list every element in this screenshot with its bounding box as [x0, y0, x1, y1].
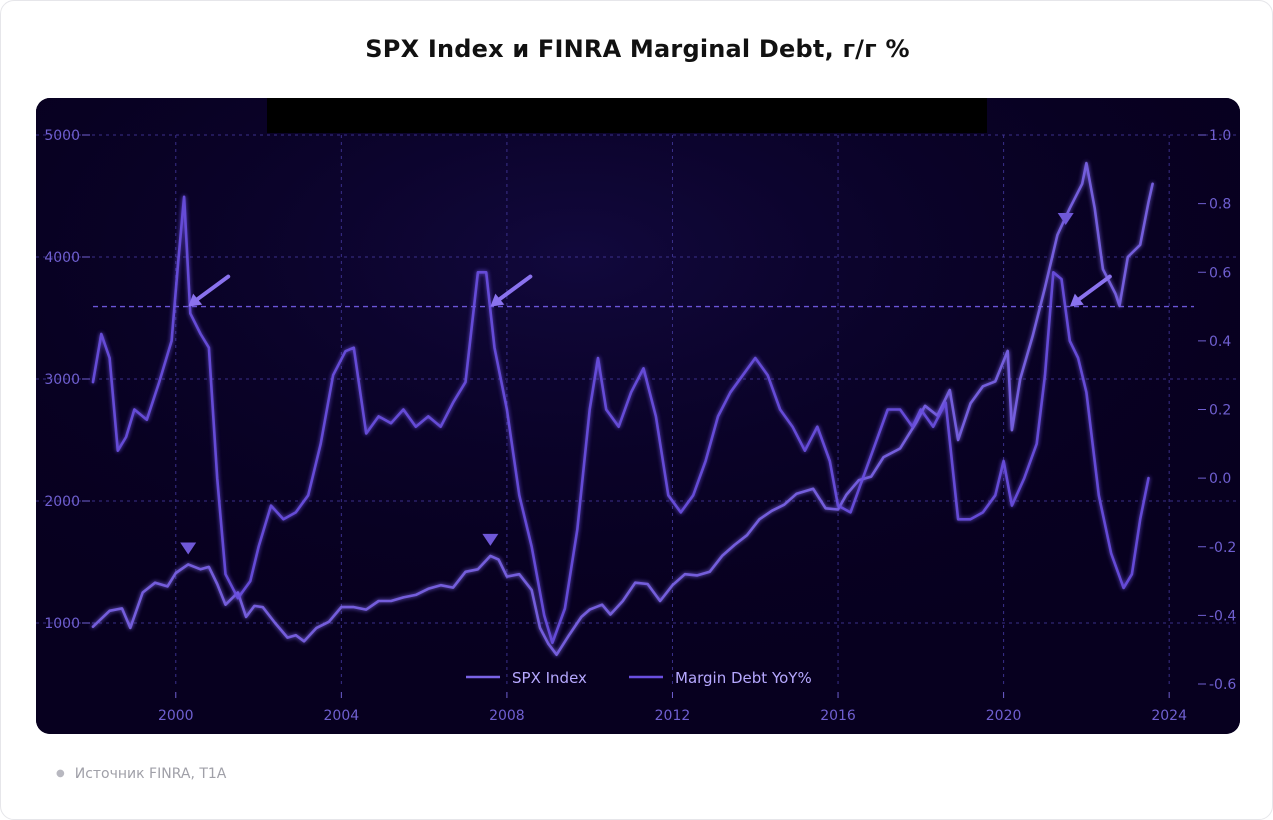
y-right-tick-label: 0.2: [1209, 403, 1231, 419]
y-right-tick-label: 0.0: [1209, 471, 1231, 487]
x-tick-label: 2012: [655, 708, 691, 724]
y-right-tick-label: -0.2: [1209, 540, 1236, 556]
y-left-tick-label: 3000: [44, 372, 80, 388]
series-layer: [91, 161, 1194, 656]
black-band: [267, 98, 987, 133]
y-right-tick-label: 0.6: [1209, 265, 1231, 281]
y-right-tick-label: 0.8: [1209, 197, 1231, 213]
x-tick-label: 2008: [489, 708, 525, 724]
plot-haze: [36, 98, 1240, 734]
legend-label: Margin Debt YoY%: [675, 669, 812, 687]
legend: SPX Index Margin Debt YoY%: [466, 669, 812, 687]
chart-panel: 2000 2004 2008 2012 2016 2020 2024 1000 2000 3000…: [36, 98, 1240, 734]
y-left-tick-label: 5000: [44, 128, 80, 144]
x-tick-label: 2020: [986, 708, 1022, 724]
y-left-tick-label: 1000: [44, 616, 80, 632]
source-note: ● Источник FINRA, T1A: [56, 766, 226, 782]
arrow-annotation: [1073, 274, 1112, 304]
annotation-layer: [180, 213, 1112, 555]
y-left-tick-label: 2000: [44, 494, 80, 510]
y-left-tick-label: 4000: [44, 250, 80, 266]
source-text: Источник FINRA, T1A: [74, 766, 227, 782]
bullet-icon: ●: [56, 768, 65, 779]
y-right-tick-label: -0.6: [1209, 677, 1236, 693]
series-line-spx-index: [91, 161, 1154, 656]
chart-svg: 2000 2004 2008 2012 2016 2020 2024 1000 2000 3000…: [36, 98, 1240, 734]
arrow-annotation: [494, 274, 533, 304]
y-right-tick-label: -0.4: [1209, 608, 1236, 624]
arrow-head-icon: [490, 293, 505, 307]
axis-layer: 2000 2004 2008 2012 2016 2020 2024 1000 2000 3000…: [44, 128, 1236, 724]
x-tick-label: 2016: [820, 708, 856, 724]
chart-title: SPX Index и FINRA Marginal Debt, г/г %: [365, 35, 910, 63]
legend-label: SPX Index: [512, 669, 587, 687]
triangle-marker-icon: [180, 542, 197, 555]
triangle-marker-icon: [1057, 213, 1074, 226]
x-tick-label: 2000: [158, 708, 194, 724]
x-tick-label: 2004: [324, 708, 360, 724]
y-right-tick-label: 0.4: [1209, 334, 1231, 350]
arrow-annotation: [192, 274, 231, 304]
arrow-head-icon: [1069, 293, 1084, 307]
arrow-head-icon: [188, 293, 203, 307]
y-right-tick-label: 1.0: [1209, 128, 1231, 144]
series-line-margin-debt-yoy: [91, 195, 1150, 645]
triangle-marker-icon: [482, 533, 499, 546]
x-tick-label: 2024: [1151, 708, 1187, 724]
